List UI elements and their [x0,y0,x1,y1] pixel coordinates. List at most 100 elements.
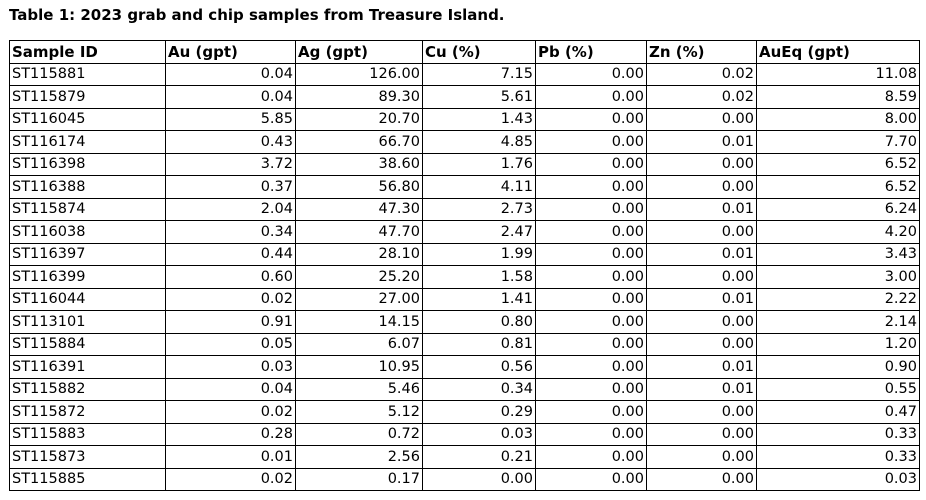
cell-sample-id: ST116045 [9,107,166,131]
cell-zn: 0.00 [646,265,757,289]
cell-zn: 0.01 [646,242,757,266]
cell-pb: 0.00 [535,265,647,289]
cell-sample-id: ST115872 [9,400,166,424]
cell-zn: 0.01 [646,130,757,154]
cell-sample-id: ST115884 [9,332,166,356]
cell-sample-id: ST115874 [9,197,166,221]
cell-aueq: 11.08 [756,62,920,86]
cell-au: 0.60 [165,265,296,289]
cell-zn: 0.00 [646,310,757,334]
cell-zn: 0.01 [646,355,757,379]
header-aueq: AuEq (gpt) [756,40,920,64]
cell-cu: 0.21 [422,445,536,469]
cell-aueq: 0.47 [756,400,920,424]
cell-aueq: 0.03 [756,467,920,491]
samples-table: Sample ID Au (gpt) Ag (gpt) Cu (%) Pb (%… [9,40,920,491]
cell-au: 0.04 [165,377,296,401]
cell-cu: 0.80 [422,310,536,334]
table-body: ST115881 0.04 126.00 7.15 0.00 0.02 11.08 ST115… [9,62,920,491]
cell-aueq: 0.33 [756,445,920,469]
cell-zn: 0.00 [646,332,757,356]
cell-au: 0.01 [165,445,296,469]
cell-sample-id: ST113101 [9,310,166,334]
cell-cu: 0.34 [422,377,536,401]
cell-pb: 0.00 [535,197,647,221]
cell-ag: 56.80 [295,175,423,199]
cell-zn: 0.02 [646,62,757,86]
cell-au: 0.05 [165,332,296,356]
cell-aueq: 8.59 [756,85,920,109]
cell-sample-id: ST116397 [9,242,166,266]
cell-cu: 2.47 [422,220,536,244]
cell-pb: 0.00 [535,107,647,131]
cell-sample-id: ST115879 [9,85,166,109]
cell-au: 0.91 [165,310,296,334]
cell-aueq: 0.55 [756,377,920,401]
cell-au: 0.04 [165,85,296,109]
cell-cu: 2.73 [422,197,536,221]
cell-au: 0.02 [165,467,296,491]
table-row: ST115879 0.04 89.30 5.61 0.00 0.02 8.59 [9,85,920,109]
cell-sample-id: ST115873 [9,445,166,469]
cell-ag: 25.20 [295,265,423,289]
cell-ag: 6.07 [295,332,423,356]
cell-aueq: 7.70 [756,130,920,154]
cell-aueq: 6.52 [756,152,920,176]
cell-zn: 0.01 [646,197,757,221]
cell-au: 3.72 [165,152,296,176]
table-row: ST113101 0.91 14.15 0.80 0.00 0.00 2.14 [9,310,920,334]
table-row: ST116391 0.03 10.95 0.56 0.00 0.01 0.90 [9,355,920,379]
cell-cu: 1.99 [422,242,536,266]
cell-sample-id: ST116174 [9,130,166,154]
cell-cu: 7.15 [422,62,536,86]
cell-ag: 28.10 [295,242,423,266]
cell-pb: 0.00 [535,175,647,199]
cell-au: 0.02 [165,400,296,424]
cell-ag: 5.12 [295,400,423,424]
header-au: Au (gpt) [165,40,296,64]
cell-cu: 4.11 [422,175,536,199]
cell-zn: 0.02 [646,85,757,109]
cell-ag: 2.56 [295,445,423,469]
cell-au: 0.43 [165,130,296,154]
table-row: ST116397 0.44 28.10 1.99 0.00 0.01 3.43 [9,242,920,266]
cell-zn: 0.00 [646,220,757,244]
cell-sample-id: ST116044 [9,287,166,311]
cell-pb: 0.00 [535,85,647,109]
table-caption: Table 1: 2023 grab and chip samples from… [9,6,505,24]
cell-sample-id: ST115885 [9,467,166,491]
cell-aueq: 3.43 [756,242,920,266]
cell-au: 0.03 [165,355,296,379]
cell-au: 0.37 [165,175,296,199]
cell-sample-id: ST115883 [9,422,166,446]
cell-aueq: 0.90 [756,355,920,379]
cell-ag: 126.00 [295,62,423,86]
cell-pb: 0.00 [535,242,647,266]
table-row: ST116399 0.60 25.20 1.58 0.00 0.00 3.00 [9,265,920,289]
cell-ag: 47.30 [295,197,423,221]
cell-cu: 0.81 [422,332,536,356]
cell-pb: 0.00 [535,377,647,401]
cell-sample-id: ST115882 [9,377,166,401]
cell-zn: 0.00 [646,400,757,424]
cell-sample-id: ST115881 [9,62,166,86]
cell-zn: 0.00 [646,152,757,176]
cell-au: 2.04 [165,197,296,221]
cell-cu: 0.00 [422,467,536,491]
cell-cu: 0.29 [422,400,536,424]
cell-zn: 0.00 [646,467,757,491]
table-row: ST115874 2.04 47.30 2.73 0.00 0.01 6.24 [9,197,920,221]
cell-ag: 66.70 [295,130,423,154]
cell-pb: 0.00 [535,355,647,379]
cell-ag: 10.95 [295,355,423,379]
table-row: ST116388 0.37 56.80 4.11 0.00 0.00 6.52 [9,175,920,199]
cell-sample-id: ST116038 [9,220,166,244]
cell-ag: 5.46 [295,377,423,401]
header-zn: Zn (%) [646,40,757,64]
cell-zn: 0.01 [646,377,757,401]
header-cu: Cu (%) [422,40,536,64]
cell-pb: 0.00 [535,287,647,311]
cell-au: 0.04 [165,62,296,86]
cell-aueq: 1.20 [756,332,920,356]
cell-sample-id: ST116391 [9,355,166,379]
